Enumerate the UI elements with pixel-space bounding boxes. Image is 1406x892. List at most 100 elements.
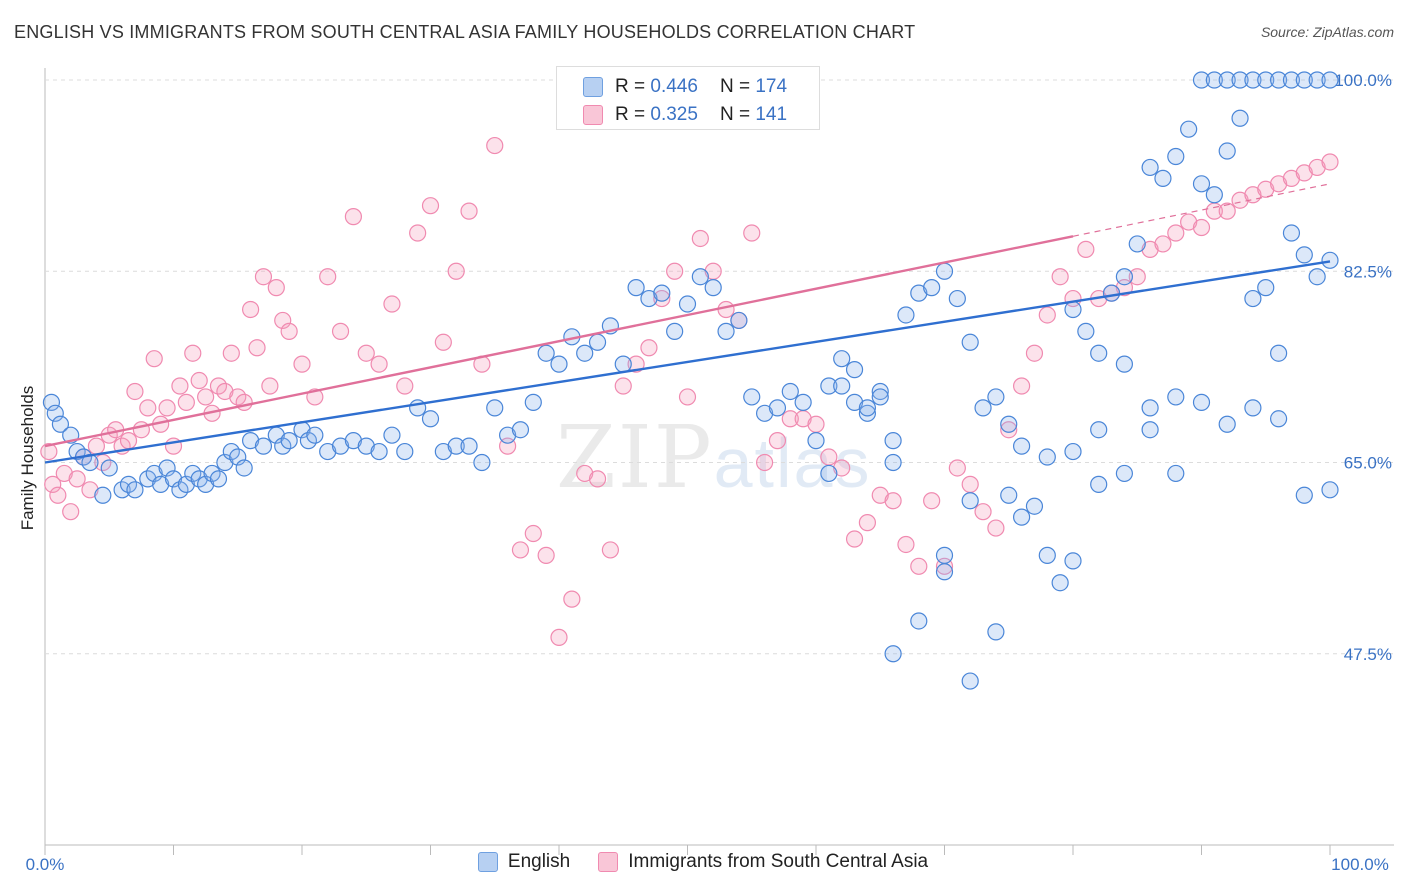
english-point <box>987 623 1005 641</box>
english-point <box>1244 289 1262 308</box>
immigrants-point <box>678 388 697 406</box>
english-point <box>871 388 889 406</box>
english-point <box>511 421 530 439</box>
english-point <box>1102 284 1121 302</box>
english-point <box>216 453 234 472</box>
immigrants-point <box>460 202 478 220</box>
immigrants-point <box>1180 213 1198 231</box>
immigrants-point <box>1167 224 1185 242</box>
immigrants-point <box>601 541 620 559</box>
immigrants-point <box>910 557 928 575</box>
english-point <box>537 344 555 362</box>
english-point <box>524 393 542 411</box>
immigrants-point <box>666 262 684 280</box>
immigrants-point <box>396 377 414 395</box>
immigrants-point <box>235 393 253 411</box>
immigrants-point <box>383 295 401 313</box>
english-point <box>884 453 902 472</box>
legend-item-immigrants[interactable]: Immigrants from South Central Asia <box>598 851 928 873</box>
immigrants-point <box>923 492 941 510</box>
immigrants-point <box>44 475 62 493</box>
english-point <box>42 393 61 411</box>
immigrants-point <box>216 382 234 401</box>
series-legend: English Immigrants from South Central As… <box>0 851 1406 873</box>
english-point <box>1295 71 1313 89</box>
immigrants-point <box>87 437 106 455</box>
immigrants-point <box>588 470 607 488</box>
english-point <box>197 475 215 493</box>
y-tick-label: 82.5% <box>1344 262 1392 281</box>
y-tick-label: 100.0% <box>1334 71 1392 90</box>
immigrants-point <box>331 322 350 340</box>
english-point <box>1321 71 1339 89</box>
source-label: Source: ZipAtlas.com <box>1260 24 1394 40</box>
english-point <box>961 333 979 351</box>
english-point <box>588 333 607 351</box>
immigrants-point <box>344 208 362 226</box>
english-point <box>897 306 915 324</box>
legend-row-english: R = 0.446 N = 174 <box>557 73 787 101</box>
english-point <box>145 464 163 483</box>
immigrants-point <box>274 311 292 330</box>
immigrants-point <box>858 514 877 532</box>
immigrants-point <box>49 486 67 504</box>
english-point <box>948 289 966 308</box>
english-point <box>1295 486 1313 504</box>
english-point <box>1282 71 1301 89</box>
english-point <box>755 404 774 422</box>
english-point <box>499 426 517 444</box>
immigrants-point <box>511 541 530 559</box>
immigrants-point <box>1128 268 1146 286</box>
english-point <box>768 399 787 417</box>
english-point <box>627 279 645 297</box>
english-point <box>845 393 864 411</box>
immigrants-swatch <box>583 105 603 125</box>
immigrants-point <box>640 339 658 357</box>
english-point <box>1090 344 1108 362</box>
english-point <box>1257 71 1275 89</box>
english-point <box>1064 552 1082 570</box>
english-point <box>177 475 195 493</box>
y-tick-label: 47.5% <box>1344 645 1392 664</box>
english-point <box>1077 322 1095 340</box>
english-point <box>678 295 697 313</box>
immigrants-point <box>267 279 285 297</box>
english-point <box>1218 142 1236 160</box>
immigrants-point <box>1321 153 1339 171</box>
english-point <box>229 448 247 466</box>
english-point <box>331 437 350 455</box>
immigrants-point <box>126 382 144 401</box>
english-point <box>820 377 838 395</box>
english-point <box>1038 448 1056 466</box>
immigrants-point <box>486 136 504 155</box>
immigrants-point <box>254 268 273 286</box>
immigrants-point <box>370 355 388 373</box>
english-point <box>935 546 954 564</box>
english-point <box>640 289 658 308</box>
english-point <box>1115 355 1134 373</box>
y-tick-label: 65.0% <box>1344 454 1392 473</box>
english-point <box>1128 235 1146 253</box>
english-point <box>1269 71 1288 89</box>
english-point <box>1180 120 1198 138</box>
english-point <box>1090 475 1108 493</box>
english-r-value: 0.446 <box>650 76 698 97</box>
immigrants-point <box>563 590 581 608</box>
english-point <box>987 388 1005 406</box>
immigrants-legend-swatch <box>598 852 619 872</box>
immigrants-point <box>119 432 138 450</box>
english-point <box>935 563 954 581</box>
immigrants-point <box>81 481 99 499</box>
immigrants-point <box>627 355 645 373</box>
immigrants-point <box>40 442 58 461</box>
english-point <box>235 459 253 477</box>
english-point <box>1218 415 1236 433</box>
immigrants-point <box>293 355 311 373</box>
english-point <box>434 442 452 461</box>
immigrants-point <box>139 399 157 417</box>
legend-item-english[interactable]: English <box>477 851 570 873</box>
immigrants-point <box>833 459 851 477</box>
english-point <box>1154 169 1172 187</box>
english-point <box>1192 71 1211 89</box>
english-point <box>46 404 64 422</box>
